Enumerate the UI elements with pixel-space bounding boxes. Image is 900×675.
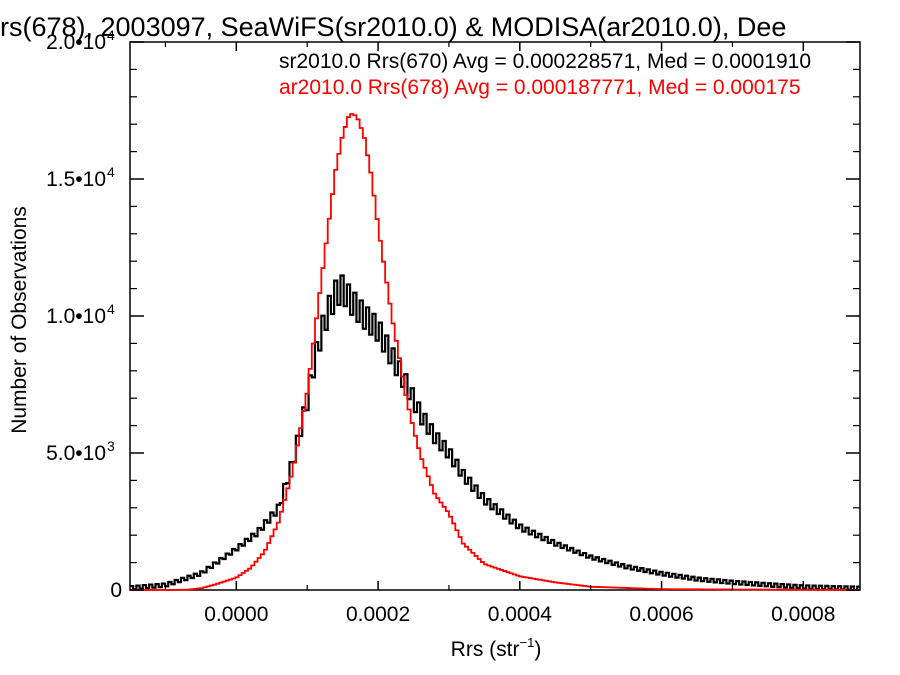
y-tick-label: 1.0•10	[46, 305, 106, 328]
x-axis-label-main: Rrs (str	[451, 638, 520, 661]
x-tick-label: 0.0006	[629, 603, 693, 626]
series-layer	[130, 113, 860, 591]
plot-frame	[129, 41, 861, 591]
x-tick-label: 0.0008	[771, 603, 835, 626]
x-axis-label-sup: −1	[520, 635, 535, 650]
legend-entry: ar2010.0 Rrs(678) Avg = 0.000187771, Med…	[279, 76, 801, 99]
x-tick-label: 0.0002	[346, 603, 410, 626]
axis-layer: 0.0000 0.0002 0.0004 0.0006 0.0008 0 5.0•10 3 1.…	[46, 27, 860, 626]
y-tick-label-exponent: 3	[107, 438, 115, 454]
legend-entry: sr2010.0 Rrs(670) Avg = 0.000228571, Med…	[279, 50, 811, 73]
x-axis-label: Rrs (str−1)	[451, 635, 542, 661]
series-sr2010-rrs670-line	[130, 274, 860, 591]
series-ar2010-rrs678-line	[130, 113, 860, 591]
y-tick-label-exponent: 4	[107, 301, 115, 317]
chart-title: rs(678), 2003097, SeaWiFS(sr2010.0) & MO…	[0, 12, 786, 42]
y-tick-label: 5.0•10	[46, 442, 106, 465]
y-tick-label: 1.5•10	[46, 168, 106, 191]
y-tick-label: 0	[110, 579, 122, 602]
x-tick-label: 0.0000	[204, 603, 268, 626]
legend: sr2010.0 Rrs(670) Avg = 0.000228571, Med…	[279, 50, 811, 99]
x-tick-label: 0.0004	[488, 603, 553, 626]
y-tick-label-exponent: 4	[107, 164, 115, 180]
x-axis-label-tail: )	[534, 638, 541, 661]
y-tick-label-exponent: 4	[107, 27, 115, 43]
y-axis-label: Number of Observations	[8, 206, 31, 434]
y-tick-label: 2.0•10	[46, 31, 106, 54]
